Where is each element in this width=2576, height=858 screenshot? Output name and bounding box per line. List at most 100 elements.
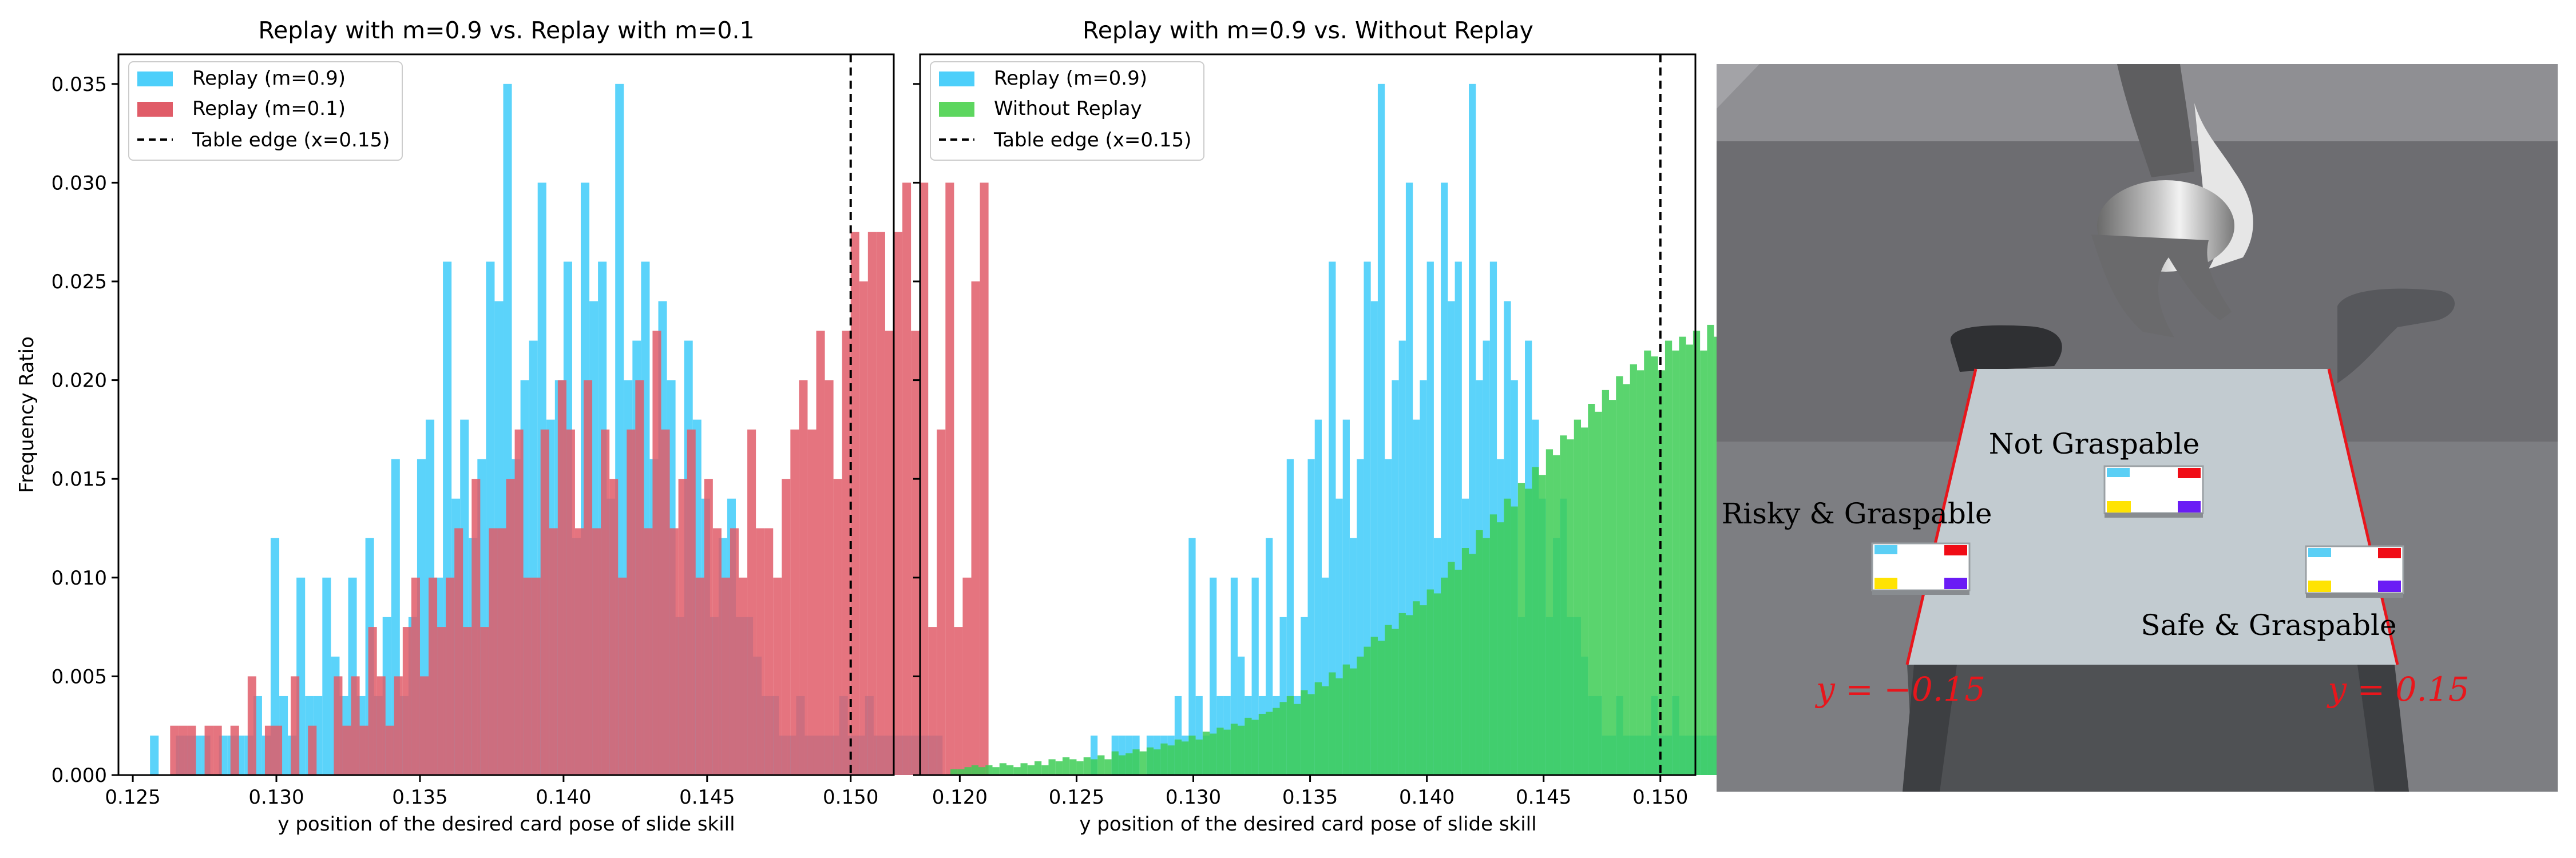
hist-bar bbox=[1301, 690, 1308, 775]
hist-bar bbox=[1441, 577, 1448, 775]
hist-bar bbox=[601, 429, 610, 775]
hist-bar bbox=[204, 725, 213, 775]
label-not-graspable: Not Graspable bbox=[1989, 427, 2200, 460]
table-leg-left bbox=[1903, 665, 1957, 792]
label-y-left: y = −0.15 bbox=[1814, 670, 1985, 709]
hist-bar bbox=[950, 769, 958, 775]
hist-bar bbox=[1461, 548, 1469, 775]
hist-bar bbox=[213, 725, 222, 775]
series-left-1 bbox=[170, 182, 989, 775]
hist-bar bbox=[1048, 759, 1056, 775]
hist-bar bbox=[1398, 613, 1406, 775]
hist-bar bbox=[1581, 427, 1588, 775]
plot-frame-middle bbox=[919, 53, 1697, 776]
hist-bar bbox=[270, 538, 280, 775]
x-tick-label: 0.130 bbox=[248, 786, 304, 809]
hist-bar bbox=[1623, 384, 1630, 775]
x-axis-label-middle: y position of the desired card pose of s… bbox=[1079, 813, 1536, 836]
hist-bar bbox=[1020, 763, 1028, 775]
y-tick-label: 0.015 bbox=[51, 468, 107, 491]
hist-bar bbox=[635, 380, 644, 775]
hist-bar bbox=[1644, 350, 1651, 775]
hist-bar bbox=[1146, 747, 1154, 775]
hist-bar bbox=[644, 528, 653, 775]
y-tick-label: 0.035 bbox=[51, 73, 107, 96]
legend-label-table-edge-b: Table edge (x=0.15) bbox=[993, 129, 1191, 152]
hist-bar bbox=[574, 528, 584, 775]
hist-bar bbox=[322, 577, 331, 775]
hist-bar bbox=[264, 725, 274, 775]
hist-bar bbox=[549, 528, 558, 775]
hist-bar bbox=[1553, 455, 1560, 775]
hist-bar bbox=[540, 429, 549, 775]
hist-bar bbox=[523, 577, 532, 775]
hist-bar bbox=[1188, 735, 1196, 775]
hist-bar bbox=[695, 577, 704, 775]
hist-bar bbox=[1286, 696, 1294, 775]
label-risky-graspable: Risky & Graspable bbox=[1722, 497, 1992, 530]
hist-bar bbox=[1658, 370, 1665, 775]
hist-bar bbox=[1433, 593, 1441, 775]
hist-bar bbox=[712, 528, 722, 775]
hist-bar bbox=[1174, 739, 1182, 775]
hist-bar bbox=[411, 577, 420, 775]
hist-bar bbox=[368, 627, 377, 775]
hist-bar bbox=[937, 429, 946, 775]
x-tick-label: 0.140 bbox=[536, 786, 591, 809]
y-tick-label: 0.000 bbox=[51, 764, 107, 787]
hist-bar bbox=[764, 528, 774, 775]
y-tick-label: 0.020 bbox=[51, 370, 107, 392]
hist-bar bbox=[1245, 717, 1252, 775]
scene-image: Not Graspable Risky & Graspable Safe & G… bbox=[1717, 64, 2558, 792]
x-tick-label: 0.130 bbox=[1166, 786, 1221, 809]
hist-bar bbox=[1504, 498, 1511, 775]
hist-bar bbox=[230, 725, 239, 775]
hist-bar bbox=[1497, 522, 1504, 775]
hist-bar bbox=[187, 725, 196, 775]
hist-bar bbox=[471, 479, 481, 775]
legend-swatch-without-replay bbox=[939, 102, 974, 117]
hist-bar bbox=[1167, 745, 1175, 775]
hist-bar bbox=[1511, 506, 1518, 775]
hist-bar bbox=[1223, 729, 1231, 775]
hist-bar bbox=[1595, 411, 1602, 775]
hist-bar bbox=[1055, 761, 1063, 775]
hist-bar bbox=[274, 725, 283, 775]
hist-bar bbox=[1202, 732, 1210, 775]
boundary-line-right bbox=[2327, 368, 2399, 665]
hist-bar bbox=[1342, 664, 1350, 775]
scene-ceiling-bevel bbox=[1717, 64, 1759, 109]
table-leg-right bbox=[2357, 665, 2409, 792]
hist-bar bbox=[980, 182, 989, 775]
hist-bar bbox=[1266, 712, 1273, 775]
hist-bar bbox=[807, 429, 817, 775]
hist-bar bbox=[799, 380, 808, 775]
hist-bar bbox=[627, 429, 636, 775]
hist-bar bbox=[1286, 459, 1294, 775]
hist-bar bbox=[1076, 761, 1084, 775]
hist-bar bbox=[1574, 419, 1582, 775]
hist-bar bbox=[945, 182, 954, 775]
hist-bar bbox=[1455, 569, 1462, 775]
hist-bar bbox=[584, 380, 593, 775]
hist-bar bbox=[1370, 637, 1378, 775]
hist-bar bbox=[790, 429, 799, 775]
hist-bar bbox=[1392, 629, 1399, 775]
hist-bar bbox=[1672, 350, 1679, 775]
hist-bar bbox=[532, 577, 541, 775]
hist-bar bbox=[850, 232, 859, 775]
hist-bar bbox=[1335, 678, 1343, 775]
legend-label-replay-09-b: Replay (m=0.9) bbox=[994, 67, 1147, 90]
hist-bar bbox=[359, 725, 368, 775]
hist-bar bbox=[150, 735, 159, 775]
legend-label-without-replay: Without Replay bbox=[994, 97, 1142, 120]
hist-bar bbox=[978, 767, 986, 775]
legend-middle: Replay (m=0.9) Without Replay Table edge… bbox=[930, 61, 1204, 161]
hist-bar bbox=[1476, 530, 1483, 775]
hist-bar bbox=[1154, 749, 1161, 775]
hist-bar bbox=[1069, 759, 1077, 775]
hist-bar bbox=[1210, 733, 1217, 775]
boundary-line-left bbox=[1905, 368, 1977, 665]
hist-bar bbox=[1413, 601, 1420, 775]
hist-bar bbox=[419, 676, 429, 775]
